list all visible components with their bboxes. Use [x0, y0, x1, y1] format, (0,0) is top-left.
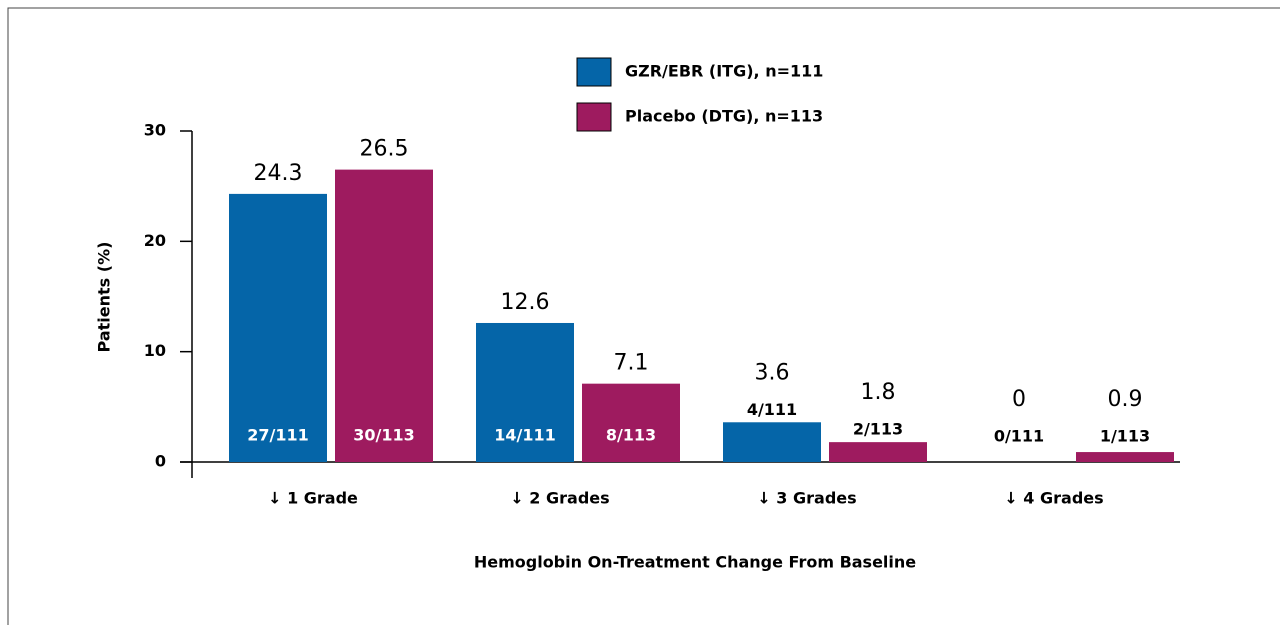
y-tick-label: 20 — [144, 231, 166, 250]
bar-count-label: 8/113 — [606, 426, 656, 445]
bar — [1076, 452, 1174, 462]
bar-count-label: 14/111 — [494, 426, 556, 445]
frame — [7, 7, 1280, 625]
legend-label: GZR/EBR (ITG), n=111 — [625, 62, 823, 81]
bar — [723, 422, 821, 462]
x-tick-label: ↓ 2 Grades — [510, 489, 609, 508]
value-label: 7.1 — [614, 351, 649, 376]
bar-count-label: 1/113 — [1100, 427, 1150, 446]
bar — [582, 383, 680, 462]
bar-count-label: 0/111 — [994, 427, 1044, 446]
value-label: 26.5 — [360, 137, 409, 162]
y-axis-title: Patients (%) — [95, 242, 114, 353]
x-tick-label: ↓ 4 Grades — [1004, 489, 1103, 508]
y-tick-label: 30 — [144, 121, 166, 140]
legend-swatch — [576, 102, 612, 132]
y-tick-label: 0 — [155, 452, 166, 471]
value-label: 1.8 — [861, 380, 896, 405]
value-label: 0 — [1012, 387, 1026, 412]
x-tick-label: ↓ 3 Grades — [757, 489, 856, 508]
bar — [829, 442, 927, 462]
legend-label: Placebo (DTG), n=113 — [625, 107, 823, 126]
bar — [476, 322, 574, 462]
bar-count-label: 27/111 — [247, 426, 309, 445]
value-label: 24.3 — [254, 161, 303, 186]
value-label: 12.6 — [501, 290, 550, 315]
value-label: 0.9 — [1108, 387, 1143, 412]
x-axis-title: Hemoglobin On-Treatment Change From Base… — [474, 553, 916, 572]
bar-count-label: 2/113 — [853, 420, 903, 439]
x-tick-label: ↓ 1 Grade — [268, 489, 358, 508]
bar-count-label: 30/113 — [353, 426, 415, 445]
bar-count-label: 4/111 — [747, 400, 797, 419]
y-tick-label: 10 — [144, 341, 166, 360]
value-label: 3.6 — [755, 360, 790, 385]
legend-swatch — [576, 57, 612, 87]
bar — [335, 169, 433, 462]
bar — [229, 193, 327, 462]
